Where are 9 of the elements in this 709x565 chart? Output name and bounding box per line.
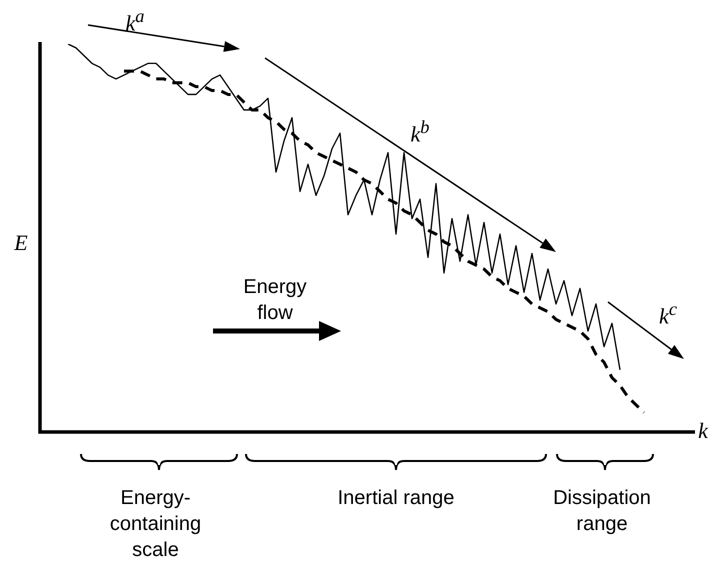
annotation: k$^{b}$ <box>410 116 430 148</box>
text: k$^{c}$ <box>658 298 678 330</box>
text: Dissipation range <box>552 486 652 537</box>
x-axis-title: k <box>697 418 709 444</box>
y-axis-title: E <box>13 230 29 256</box>
annotation: Energy flow <box>242 275 308 326</box>
text: Energy-containing scale <box>108 486 202 563</box>
text: k$^{a}$ <box>124 5 146 36</box>
text: Inertial range <box>336 486 456 511</box>
